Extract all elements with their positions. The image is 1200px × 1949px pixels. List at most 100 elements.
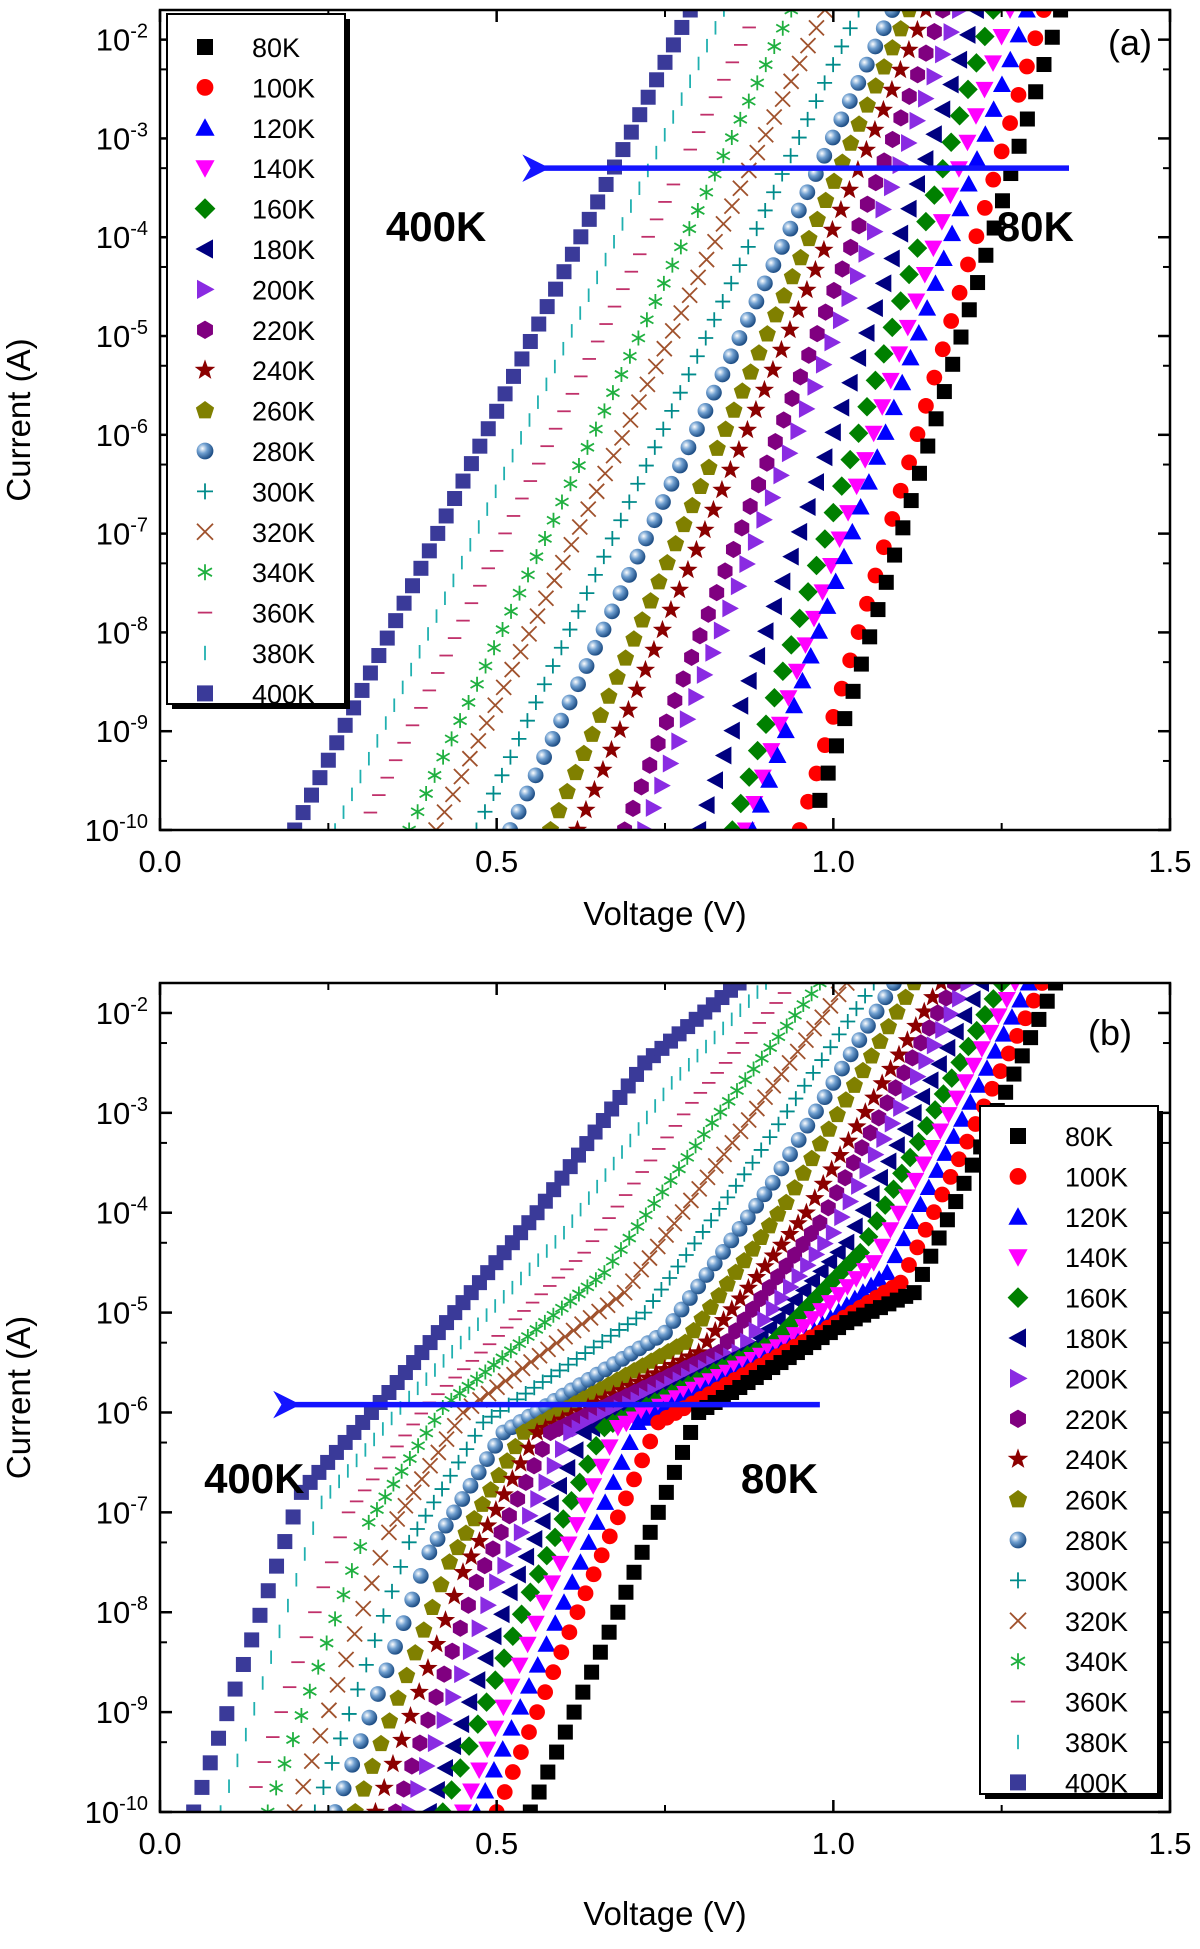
data-point bbox=[670, 1259, 686, 1274]
data-point bbox=[964, 1057, 983, 1075]
data-point bbox=[588, 1272, 603, 1288]
legend-marker-260K bbox=[195, 401, 215, 419]
legend-label-120K: 120K bbox=[252, 114, 315, 144]
data-point bbox=[868, 174, 884, 192]
data-point bbox=[924, 185, 945, 205]
data-point bbox=[514, 1360, 531, 1377]
data-point bbox=[588, 421, 603, 437]
data-point bbox=[655, 1359, 675, 1378]
data-point bbox=[884, 10, 901, 18]
data-point bbox=[510, 1453, 531, 1472]
data-point bbox=[485, 786, 501, 802]
data-point bbox=[885, 130, 900, 149]
data-point bbox=[472, 438, 488, 454]
data-point bbox=[386, 1476, 401, 1492]
data-point bbox=[505, 1539, 523, 1558]
data-point bbox=[475, 1414, 491, 1430]
data-point bbox=[502, 1678, 521, 1696]
data-point bbox=[529, 1205, 545, 1221]
data-point bbox=[976, 125, 995, 142]
data-point bbox=[411, 1438, 426, 1454]
data-point bbox=[875, 1195, 895, 1215]
data-point bbox=[605, 447, 622, 464]
data-point bbox=[930, 1004, 946, 1022]
data-point bbox=[645, 1293, 661, 1309]
data-point bbox=[370, 1686, 386, 1702]
data-point bbox=[489, 403, 505, 419]
legend-marker-260K bbox=[1008, 1490, 1028, 1508]
data-point bbox=[715, 294, 731, 310]
data-point bbox=[936, 1144, 955, 1161]
data-point bbox=[838, 1279, 857, 1296]
legend-marker-140K bbox=[1008, 1249, 1028, 1267]
data-point bbox=[614, 1242, 628, 1258]
legend-label-300K: 300K bbox=[1065, 1566, 1128, 1596]
data-point bbox=[838, 1130, 859, 1150]
data-point bbox=[476, 1649, 494, 1668]
data-point bbox=[461, 750, 479, 767]
data-point bbox=[419, 1425, 434, 1441]
data-point bbox=[904, 1049, 920, 1067]
data-point bbox=[689, 348, 705, 364]
data-point bbox=[900, 199, 917, 218]
data-point bbox=[361, 1514, 376, 1530]
series-240K bbox=[567, 10, 932, 830]
data-point bbox=[699, 1169, 716, 1186]
data-point bbox=[847, 1271, 866, 1288]
data-point bbox=[580, 500, 597, 518]
data-point bbox=[661, 599, 681, 619]
data-point bbox=[510, 1657, 529, 1675]
data-point bbox=[542, 1494, 559, 1513]
data-point bbox=[552, 1362, 568, 1378]
data-point bbox=[460, 1693, 478, 1712]
data-point bbox=[319, 1635, 334, 1651]
data-point bbox=[767, 432, 783, 451]
data-point bbox=[374, 1777, 394, 1797]
legend-label-180K: 180K bbox=[1065, 1324, 1128, 1354]
data-point bbox=[460, 1596, 476, 1614]
data-point bbox=[808, 1103, 824, 1120]
data-point bbox=[286, 1732, 300, 1748]
data-point bbox=[663, 1355, 683, 1374]
data-point bbox=[757, 202, 773, 218]
series-320K bbox=[427, 10, 834, 830]
data-point bbox=[438, 1430, 455, 1448]
data-point bbox=[529, 1704, 545, 1720]
data-point bbox=[486, 1357, 501, 1373]
data-point bbox=[966, 53, 987, 73]
data-point bbox=[577, 1345, 593, 1361]
legend-marker-400K bbox=[1010, 1774, 1026, 1791]
data-point bbox=[531, 1347, 548, 1364]
data-point bbox=[871, 1168, 888, 1187]
data-point bbox=[468, 822, 484, 830]
data-point bbox=[781, 1054, 798, 1072]
data-point bbox=[890, 59, 911, 79]
data-point bbox=[916, 211, 936, 232]
data-point bbox=[462, 1783, 481, 1801]
data-point bbox=[841, 93, 858, 109]
data-point bbox=[944, 1127, 963, 1144]
data-point bbox=[820, 765, 836, 781]
data-point bbox=[935, 45, 952, 64]
data-point bbox=[906, 1015, 926, 1035]
data-point bbox=[975, 26, 995, 47]
series-80K bbox=[812, 10, 1069, 808]
data-point bbox=[790, 202, 807, 219]
legend-box bbox=[979, 1105, 1159, 1795]
data-point bbox=[862, 1047, 881, 1064]
data-point bbox=[842, 1192, 860, 1211]
data-point bbox=[537, 1635, 556, 1652]
data-point bbox=[781, 635, 801, 655]
data-point bbox=[779, 1103, 795, 1119]
data-point bbox=[870, 1270, 889, 1287]
data-point bbox=[976, 200, 993, 216]
data-point bbox=[975, 1004, 995, 1025]
data-point bbox=[329, 1676, 346, 1694]
data-point bbox=[485, 1670, 506, 1690]
data-point bbox=[476, 1692, 497, 1712]
data-point bbox=[889, 1044, 909, 1063]
data-point bbox=[287, 822, 303, 830]
data-point bbox=[453, 713, 468, 729]
data-point bbox=[763, 359, 783, 379]
